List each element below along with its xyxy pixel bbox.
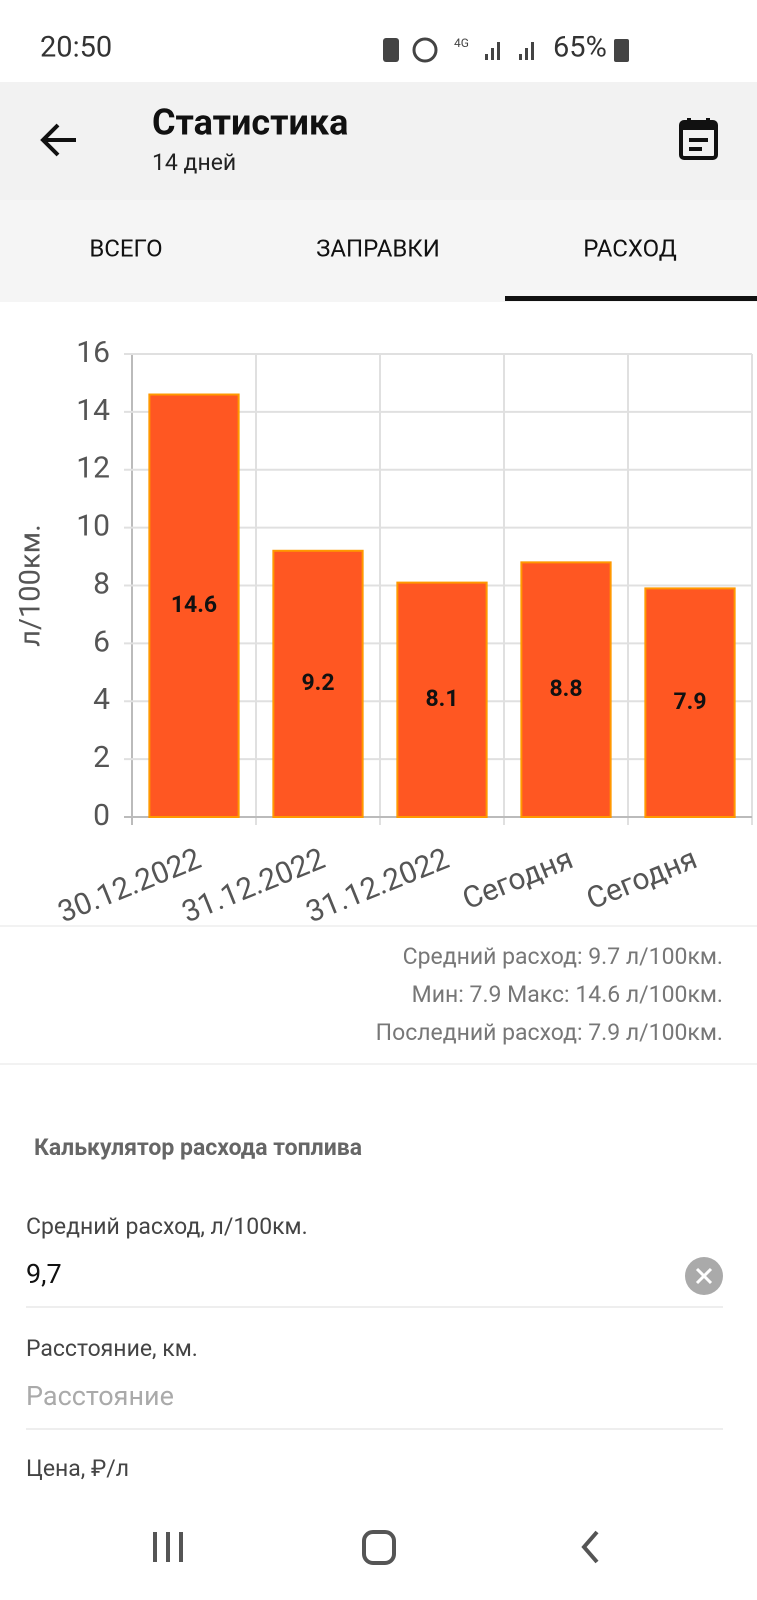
tab[interactable]: РАСХОД — [583, 234, 677, 262]
bar — [520, 561, 612, 818]
bar — [148, 393, 240, 818]
clear-button[interactable] — [685, 1257, 723, 1295]
app-bar — [0, 82, 757, 200]
tab-indicator — [505, 296, 757, 301]
summary-line: Последний расход: 7.9 л/100км. — [376, 1019, 723, 1046]
y-tick-label: 6 — [93, 624, 110, 659]
bar — [644, 587, 736, 818]
y-tick-label: 16 — [76, 335, 110, 370]
field-label: Цена, ₽/л — [26, 1455, 129, 1482]
y-tick-label: 8 — [93, 566, 110, 601]
tab[interactable]: ЗАПРАВКИ — [316, 234, 440, 262]
x-tick-label: Сегодня — [458, 841, 578, 917]
y-axis-label: л/100км. — [14, 524, 48, 646]
y-tick-label: 14 — [76, 393, 110, 428]
nav-recent[interactable] — [153, 1532, 183, 1562]
y-tick-label: 4 — [93, 682, 110, 717]
field-input[interactable]: 9,7 — [26, 1258, 62, 1290]
value-label: 8.1 — [425, 685, 458, 712]
summary-line: Мин: 7.9 Макс: 14.6 л/100км. — [412, 981, 723, 1008]
x-tick-label: Сегодня — [582, 841, 702, 917]
value-label: 8.8 — [549, 675, 582, 702]
nav-back[interactable] — [581, 1530, 599, 1564]
bar — [272, 549, 364, 819]
y-tick-label: 2 — [93, 740, 110, 775]
bar — [396, 581, 488, 819]
status-battery: 65% — [553, 31, 607, 65]
app-title: Статистика — [152, 102, 348, 144]
calculator-title: Калькулятор расхода топлива — [34, 1134, 362, 1161]
y-tick-label: 12 — [76, 451, 110, 486]
back-button[interactable] — [40, 123, 76, 157]
tab[interactable]: ВСЕГО — [89, 234, 162, 262]
status-time: 20:50 — [40, 31, 112, 65]
y-tick-label: 0 — [93, 798, 110, 833]
y-tick-label: 10 — [76, 509, 110, 544]
x-tick-label: 30.12.2022 — [53, 841, 206, 930]
x-tick-label: 31.12.2022 — [177, 841, 330, 930]
value-label: 7.9 — [673, 688, 706, 715]
tab-bar — [0, 200, 757, 302]
svg-text:4G: 4G — [454, 36, 469, 50]
calendar-button[interactable] — [679, 118, 718, 160]
field-input[interactable]: Расстояние — [26, 1380, 174, 1412]
value-label: 9.2 — [301, 669, 334, 696]
app-subtitle: 14 дней — [152, 149, 236, 176]
field-label: Расстояние, км. — [26, 1335, 198, 1362]
status-icons: 4G — [383, 36, 629, 63]
nav-bar — [153, 1530, 599, 1565]
nav-home[interactable] — [362, 1530, 396, 1565]
summary-line: Средний расход: 9.7 л/100км. — [403, 943, 723, 970]
x-tick-label: 31.12.2022 — [301, 841, 454, 930]
value-label: 14.6 — [171, 591, 217, 618]
field-label: Средний расход, л/100км. — [26, 1213, 308, 1240]
